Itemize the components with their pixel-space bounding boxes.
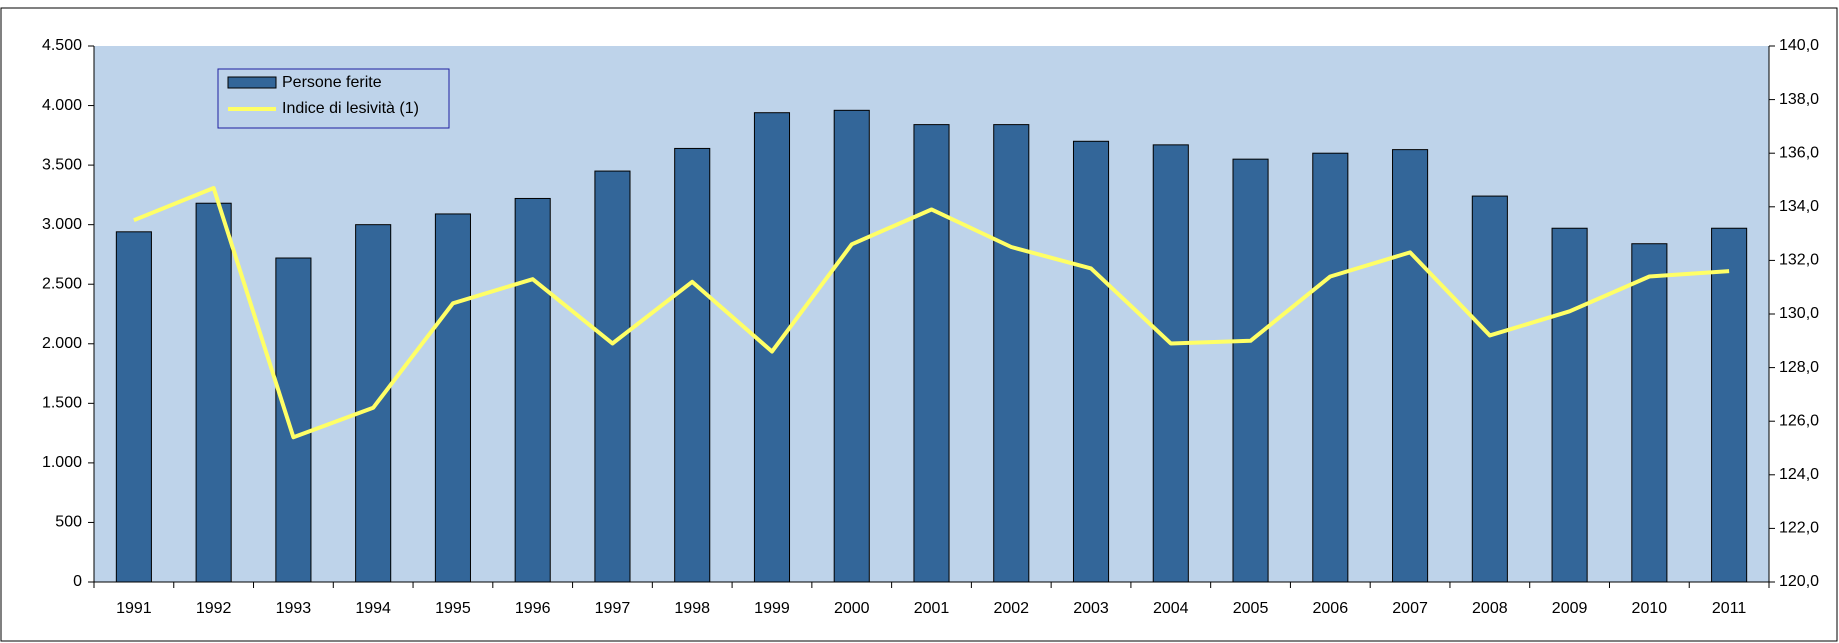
- x-tick-label: 2003: [1073, 600, 1109, 617]
- y-tick-label: 1.500: [42, 395, 82, 412]
- y-tick-label: 3.500: [42, 156, 82, 173]
- legend-swatch: [227, 76, 277, 89]
- x-tick-label: 1993: [276, 600, 312, 617]
- bar: [195, 202, 232, 583]
- legend-label: Indice di lesività (1): [282, 100, 419, 117]
- bar: [1392, 149, 1429, 583]
- y-tick-label: 4.500: [42, 37, 82, 54]
- y2-tick-label: 138,0: [1779, 91, 1819, 108]
- x-tick-label: 1994: [355, 600, 391, 617]
- bar: [1152, 144, 1189, 583]
- x-tick-label: 2001: [914, 600, 950, 617]
- x-tick-label: 2004: [1153, 600, 1189, 617]
- bar: [1631, 243, 1668, 583]
- bar: [1471, 195, 1508, 583]
- y-tick-label: 4.000: [42, 97, 82, 114]
- line: [133, 186, 1730, 440]
- y-tick-label: 2.000: [42, 335, 82, 352]
- x-tick-label: 2008: [1472, 600, 1508, 617]
- legend-label: Persone ferite: [282, 74, 382, 91]
- legend: Persone ferite Indice di lesività (1): [217, 68, 450, 129]
- x-tick-label: 2010: [1632, 600, 1668, 617]
- bar: [1072, 140, 1110, 583]
- x-tick-label: 2006: [1313, 600, 1349, 617]
- y2-tick-label: 124,0: [1779, 466, 1819, 483]
- x-tick-label: 2009: [1552, 600, 1588, 617]
- y2-tick-label: 132,0: [1779, 252, 1819, 269]
- bar: [1551, 227, 1588, 583]
- bar: [434, 213, 471, 583]
- bar: [1711, 227, 1748, 583]
- bar: [753, 112, 791, 583]
- y-tick-label: 1.000: [42, 454, 82, 471]
- y2-tick-label: 120,0: [1779, 573, 1819, 590]
- x-tick-label: 2011: [1712, 600, 1747, 617]
- bar: [1232, 158, 1269, 583]
- x-tick-label: 1997: [595, 600, 631, 617]
- bar: [1312, 152, 1349, 583]
- y-tick-label: 500: [55, 514, 82, 531]
- x-tick-label: 2002: [993, 600, 1029, 617]
- x-tick-label: 2000: [834, 600, 870, 617]
- bar: [594, 170, 631, 583]
- x-tick-label: 1999: [754, 600, 790, 617]
- y2-tick-label: 140,0: [1779, 37, 1819, 54]
- x-tick-label: 1991: [116, 600, 152, 617]
- y2-tick-label: 122,0: [1779, 520, 1819, 537]
- bar: [674, 147, 711, 583]
- y2-tick-label: 130,0: [1779, 305, 1819, 322]
- y2-tick-label: 134,0: [1779, 198, 1819, 215]
- x-tick-label: 2005: [1233, 600, 1269, 617]
- y-tick-label: 3.000: [42, 216, 82, 233]
- bar: [275, 257, 312, 583]
- x-tick-label: 1995: [435, 600, 471, 617]
- x-tick-label: 2007: [1392, 600, 1428, 617]
- bar: [355, 224, 392, 583]
- y-tick-label: 2.500: [42, 275, 82, 292]
- x-tick-label: 1996: [515, 600, 551, 617]
- x-tick-label: 1998: [674, 600, 710, 617]
- bar: [993, 124, 1030, 583]
- y2-tick-label: 136,0: [1779, 144, 1819, 161]
- y-tick-label: 0: [73, 573, 82, 590]
- bar: [913, 124, 950, 583]
- y2-tick-label: 126,0: [1779, 412, 1819, 429]
- bar: [514, 197, 551, 583]
- x-tick-label: 1992: [196, 600, 232, 617]
- y2-tick-label: 128,0: [1779, 359, 1819, 376]
- bar: [833, 109, 870, 583]
- bar: [115, 231, 152, 583]
